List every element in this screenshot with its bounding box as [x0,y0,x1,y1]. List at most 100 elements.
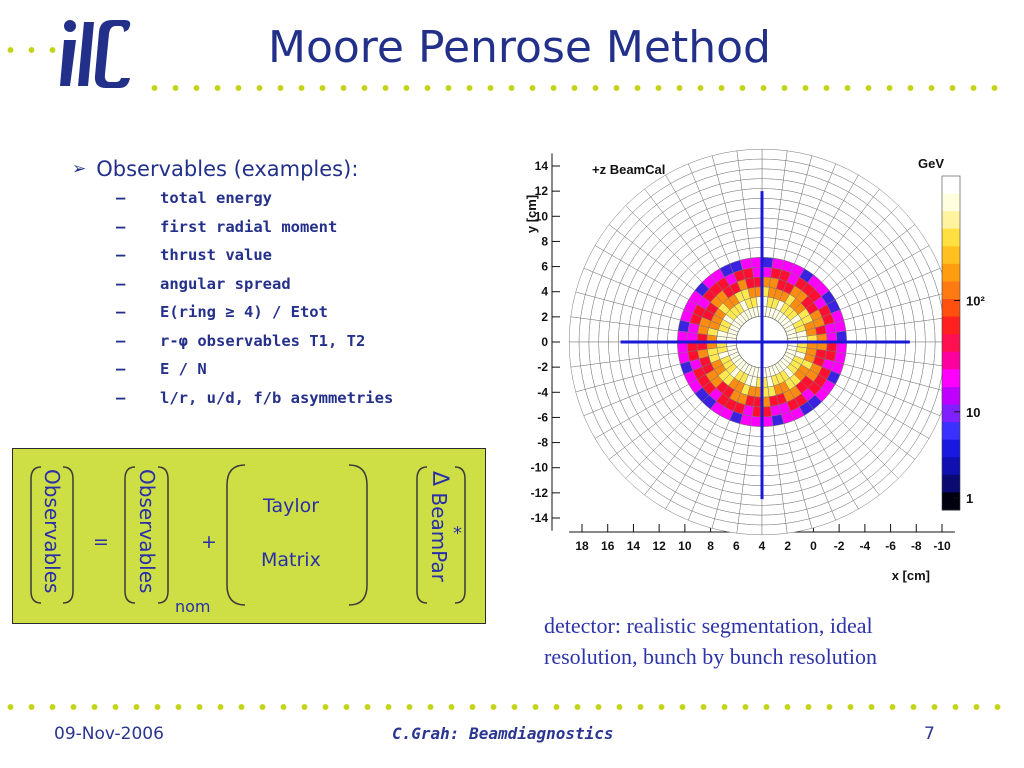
detector-cell [761,257,774,269]
detector-cell [761,207,780,220]
detector-cell [627,341,640,360]
y-tick-label: -8 [537,436,548,450]
colorbar-frame [941,175,961,511]
detector-cell [761,198,782,210]
detector-cell [740,178,763,191]
colorbar-swatch [942,316,960,335]
y-tick-label: -12 [531,486,549,500]
detector-cell [657,341,669,356]
equation-brackets [30,464,466,606]
detector-cell [761,474,782,486]
detector-cell [637,341,650,359]
y-tick-label: 2 [541,310,548,324]
detector-cell [647,341,659,358]
observables-lhs: Observables [40,469,64,594]
y-tick-label: 4 [541,285,548,299]
list-item: – thrust value [116,246,272,264]
detector-cell [761,454,779,467]
detector-cell [749,425,763,437]
detector-cell [761,493,784,506]
colorbar-swatch [942,422,960,441]
x-tick-label: -4 [860,539,871,553]
detector-cell [667,341,679,355]
detector-cell [761,168,785,181]
detector-cell [736,148,763,161]
detector-cell [761,188,783,200]
detector-cell [835,341,847,354]
detector-cell [761,435,776,447]
footer-date: 09-Nov-2006 [54,724,164,744]
detector-cell [923,341,936,365]
detector-cell [608,341,620,363]
colorbar-tick-label: 1 [966,491,973,506]
colorbar-swatch [942,246,960,265]
detector-cell [855,328,867,343]
detector-cell [637,325,650,343]
detector-cell [745,454,763,467]
y-tick-label: -10 [531,461,549,475]
detector-cell [855,341,867,356]
detector-cell [761,227,778,239]
detector-cell [742,198,763,210]
x-tick-label: 12 [652,539,666,553]
colorbar-swatch [942,351,960,370]
detector-cell [761,158,787,171]
taylor-text: Taylor [263,495,320,517]
detector-cell [749,247,763,259]
ilc-logo [58,12,142,96]
detector-cell [761,148,788,161]
colorbar-unit: GeV [918,156,944,171]
x-tick-label: -8 [911,539,922,553]
detector-cell [904,321,916,343]
detector-cell [845,329,857,343]
list-item: – l/r, u/d, f/b asymmetries [116,388,394,407]
colorbar-swatch [942,281,960,300]
y-tick-label: -14 [531,511,549,525]
detector-cell [739,168,763,181]
detector-cell [608,321,620,343]
detector-cell [835,330,847,343]
colorbar-swatch [942,263,960,282]
list-item: – total energy [116,189,272,207]
detector-cell [627,324,640,343]
detector-cell [894,322,906,343]
colorbar-swatch [942,457,960,476]
x-tick-label: -2 [834,539,845,553]
y-axis-label: y [cm] [524,195,539,233]
chart-caption: detector: realistic segmentation, ideal … [544,610,877,672]
colorbar-swatch [942,386,960,406]
delta-symbol: Δ [427,471,452,487]
y-tick-label: 8 [541,234,548,248]
y-tick-label: 0 [541,335,548,349]
detector-cell [739,503,763,516]
detector-cell [746,445,763,457]
footer-title: C.Grah: Beamdiagnostics [392,724,614,743]
detector-cell [744,464,763,477]
x-tick-label: 16 [601,539,615,553]
x-tick-label: 6 [733,539,740,553]
detector-cell [677,330,689,343]
detector-cell [741,484,763,496]
x-tick-label: -6 [885,539,896,553]
colorbar-swatch [942,404,960,423]
detector-cell [865,326,877,343]
detector-cell [568,316,581,343]
colorbar-swatch [942,193,960,212]
x-tick-label: 18 [575,539,589,553]
detector-cell [761,523,788,536]
list-item: – angular spread [116,274,291,293]
detector-cell [884,324,897,343]
detector-cell [745,217,763,230]
detector-cell [894,341,906,362]
main-bullet-text: Observables (examples): [96,157,359,181]
caption-line-2: resolution, bunch by bunch resolution [544,644,878,669]
x-tick-label: 0 [810,539,817,553]
detector-cell [761,503,785,516]
observables-nominal: Observables [135,469,159,594]
detector-cell [588,341,601,365]
delta-beampar: Δ BeamPar [427,471,452,582]
matrix-text: Matrix [261,549,321,571]
equals-sign: = [93,531,109,553]
colorbar-swatch [942,211,960,230]
x-tick-label: -10 [933,539,951,553]
